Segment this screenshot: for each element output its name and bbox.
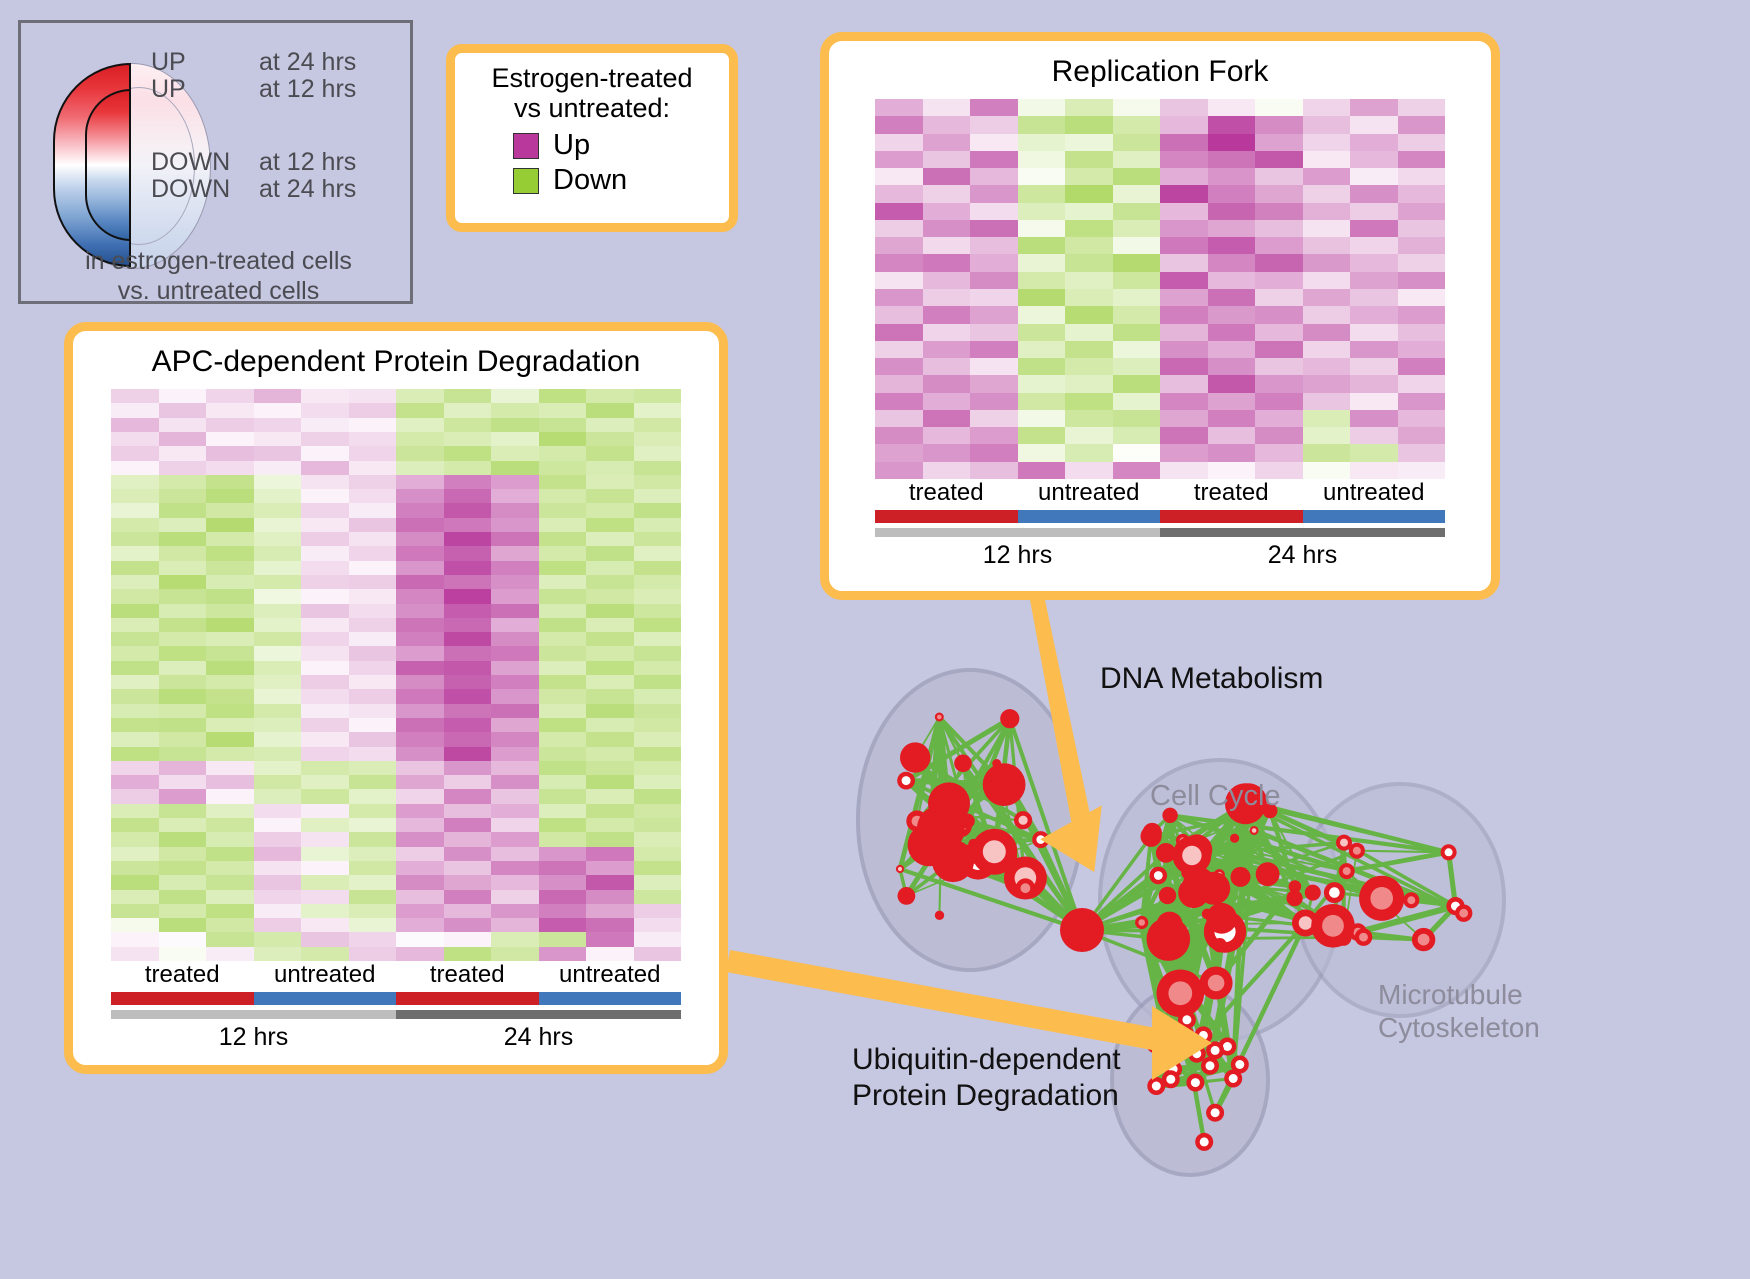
cluster-label-ubiquitin-degradation: Ubiquitin-dependent Protein Degradation xyxy=(852,1042,1121,1114)
axis-label-untreated-24: untreated xyxy=(559,961,661,988)
panel-title: APC-dependent Protein Degradation xyxy=(151,345,641,378)
group-bar-treated-12 xyxy=(111,992,254,1005)
axis-label-treated-12: treated xyxy=(908,479,984,506)
ubiquitin-line2: Protein Degradation xyxy=(852,1079,1119,1112)
scale-time: at 12 hrs xyxy=(259,75,357,103)
axis-label-untreated-12: untreated xyxy=(274,961,376,988)
axis-label-untreated-24: untreated xyxy=(1323,479,1425,506)
time-bars xyxy=(111,1010,681,1019)
time-label-24hrs: 24 hrs xyxy=(503,1023,574,1051)
heatmap-replication-fork xyxy=(875,99,1445,479)
scale-footer-line1: in estrogen-treated cells xyxy=(85,247,352,275)
ubiquitin-line1: Ubiquitin-dependent xyxy=(852,1043,1121,1076)
heatmap-apc-degradation xyxy=(111,389,681,961)
scale-time: at 12 hrs xyxy=(259,148,357,176)
axis-label-treated-24: treated xyxy=(429,961,505,988)
cluster-label-dna-metabolism: DNA Metabolism xyxy=(1100,662,1324,695)
group-bar-untreated-24 xyxy=(538,992,681,1005)
legend-item-up: Up xyxy=(513,129,729,162)
axis-group-bars xyxy=(111,992,681,1005)
scale-legend-footer: in estrogen-treated cells vs. untreated … xyxy=(21,247,416,306)
group-bar-untreated-12 xyxy=(253,992,396,1005)
scale-row-up-24: UP at 24 hrs xyxy=(151,49,401,76)
colour-scale-legend: UP at 24 hrs UP at 12 hrs DOWN at 12 hrs… xyxy=(18,20,416,306)
time-bar-24hrs xyxy=(1160,528,1445,537)
up-swatch-icon xyxy=(513,132,539,159)
time-label-24hrs: 24 hrs xyxy=(1267,541,1338,569)
scale-direction: UP xyxy=(151,75,186,103)
expression-legend-card: Estrogen-treated vs untreated: Up Down xyxy=(446,44,738,232)
group-bar-treated-24 xyxy=(396,992,539,1005)
panel-apc-degradation: APC-dependent Protein Degradation treate… xyxy=(64,322,728,1074)
axis-group-labels: treated untreated treated untreated xyxy=(875,479,1445,510)
inner-half-gradient xyxy=(85,89,131,241)
scale-row-down-12: DOWN at 12 hrs xyxy=(151,149,401,176)
scale-row-down-24: DOWN at 24 hrs xyxy=(151,176,401,203)
legend-title-line2: vs untreated: xyxy=(513,93,671,124)
scale-direction: UP xyxy=(151,48,186,76)
scale-direction: DOWN xyxy=(151,175,231,203)
expression-legend-items: Up Down xyxy=(455,129,729,197)
scale-footer-line2: vs. untreated cells xyxy=(117,276,320,305)
axis-group-labels: treated untreated treated untreated xyxy=(111,961,681,992)
group-bar-untreated-24 xyxy=(1302,510,1445,523)
pathway-network-graph xyxy=(856,668,1506,1177)
time-labels: 12 hrs 24 hrs xyxy=(875,541,1445,570)
scale-gap xyxy=(151,103,401,149)
time-bar-12hrs xyxy=(875,528,1160,537)
time-label-12hrs: 12 hrs xyxy=(982,541,1053,569)
scale-row-up-12: UP at 12 hrs xyxy=(151,76,401,103)
axis-group-bars xyxy=(875,510,1445,523)
cluster-label-cell-cycle: Cell Cycle xyxy=(1150,780,1281,812)
legend-item-down: Down xyxy=(513,164,729,197)
axis-label-treated-12: treated xyxy=(144,961,220,988)
microtubule-line2: Cytoskeleton xyxy=(1378,1012,1540,1044)
legend-title-line1: Estrogen-treated xyxy=(491,63,693,93)
axis-label-untreated-12: untreated xyxy=(1038,479,1140,506)
panel-replication-fork: Replication Fork treated untreated treat… xyxy=(820,32,1500,600)
heatmap-axis-replication: treated untreated treated untreated 12 h… xyxy=(875,479,1445,570)
scale-time: at 24 hrs xyxy=(259,175,357,203)
cluster-label-microtubule-cytoskeleton: Microtubule Cytoskeleton xyxy=(1378,978,1540,1044)
time-labels: 12 hrs 24 hrs xyxy=(111,1023,681,1052)
down-swatch-icon xyxy=(513,167,539,194)
scale-legend-rows: UP at 24 hrs UP at 12 hrs DOWN at 12 hrs… xyxy=(151,49,401,203)
expression-legend-title: Estrogen-treated vs untreated: xyxy=(455,53,729,123)
legend-label-up: Up xyxy=(553,129,591,162)
time-bars xyxy=(875,528,1445,537)
group-bar-untreated-12 xyxy=(1017,510,1160,523)
time-bar-24hrs xyxy=(396,1010,681,1019)
ring-divider xyxy=(129,63,131,267)
heatmap-axis-apc: treated untreated treated untreated 12 h… xyxy=(111,961,681,1052)
panel-title: Replication Fork xyxy=(1051,55,1269,88)
microtubule-line1: Microtubule xyxy=(1378,979,1523,1010)
axis-label-treated-24: treated xyxy=(1193,479,1269,506)
group-bar-treated-12 xyxy=(875,510,1018,523)
legend-label-down: Down xyxy=(553,164,628,197)
scale-time: at 24 hrs xyxy=(259,48,357,76)
time-label-12hrs: 12 hrs xyxy=(218,1023,289,1051)
scale-direction: DOWN xyxy=(151,148,231,176)
group-bar-treated-24 xyxy=(1160,510,1303,523)
network-nodes xyxy=(895,709,1473,1151)
time-bar-12hrs xyxy=(111,1010,396,1019)
ring-diagram xyxy=(43,41,215,291)
